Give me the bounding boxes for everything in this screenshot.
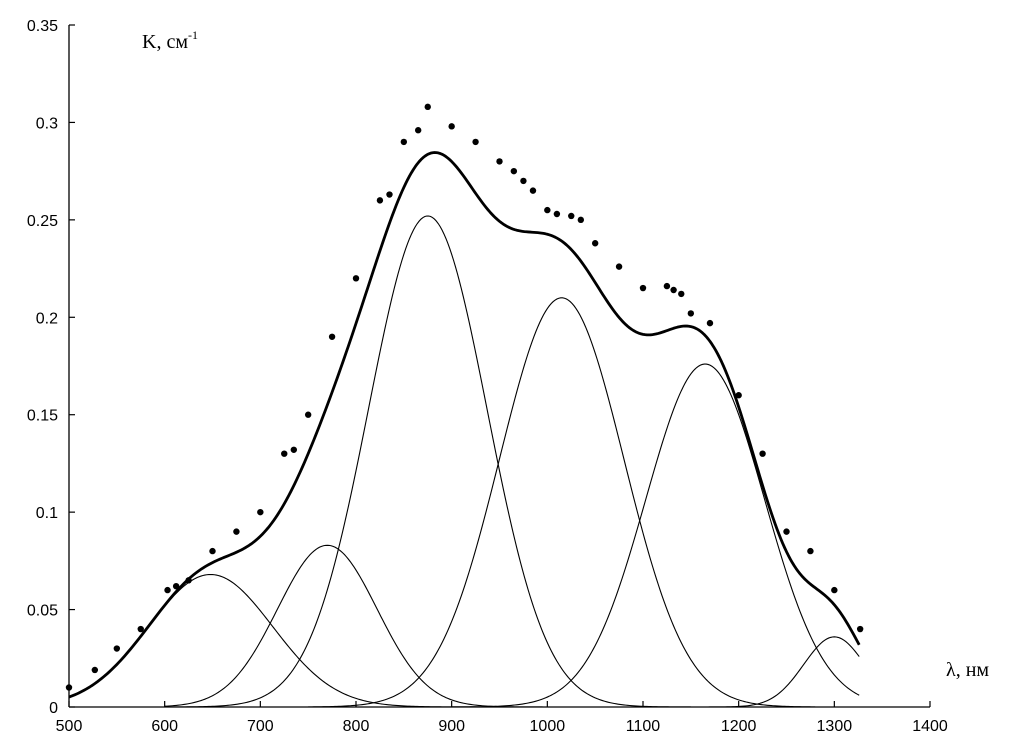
x-tick-label-7: 1200	[721, 718, 757, 735]
data-points	[65, 103, 864, 691]
data-point	[257, 508, 264, 516]
x-tick-label-4: 900	[438, 718, 465, 735]
gaussian-component-3	[164, 215, 691, 708]
fit-curve-group	[68, 151, 861, 699]
data-point	[290, 446, 298, 453]
data-point	[807, 547, 814, 555]
data-point	[591, 240, 599, 247]
data-point	[639, 284, 647, 292]
data-point	[735, 392, 742, 399]
x-tick-label-5: 1000	[530, 718, 566, 735]
data-point	[352, 275, 360, 282]
y-axis-title: K, см-1	[142, 28, 198, 53]
fit-curve	[68, 151, 861, 699]
x-tick-label-1: 600	[151, 718, 178, 735]
data-point	[856, 625, 864, 633]
axes	[68, 25, 930, 708]
x-tick-label-6: 1100	[626, 718, 661, 735]
data-point	[172, 582, 180, 590]
data-point	[376, 197, 384, 204]
data-point	[783, 528, 790, 535]
data-point	[281, 450, 288, 457]
data-point	[472, 138, 479, 146]
y-tick-label-1: 0.05	[27, 603, 58, 620]
x-tick-label-9: 1400	[912, 718, 948, 735]
data-point	[113, 645, 121, 652]
data-point	[233, 528, 240, 535]
data-point	[65, 684, 73, 691]
gaussian-component-6	[690, 636, 860, 708]
y-tick-label-4: 0.2	[36, 310, 58, 327]
data-point	[687, 310, 695, 317]
y-tick-label-2: 0.1	[36, 505, 58, 522]
data-point	[529, 187, 537, 194]
y-tick-label-3: 0.15	[27, 408, 58, 425]
data-point	[544, 206, 551, 214]
gaussian-component-2	[164, 544, 548, 708]
data-point	[185, 577, 192, 584]
data-point	[414, 127, 422, 134]
data-point	[520, 177, 527, 185]
gaussian-component-4	[308, 297, 816, 708]
data-point	[386, 191, 393, 198]
data-point	[448, 123, 455, 130]
ticks	[68, 24, 931, 708]
data-point	[615, 263, 623, 270]
data-point	[670, 286, 677, 294]
data-point	[759, 450, 766, 457]
data-point	[577, 216, 585, 224]
x-tick-label-8: 1300	[817, 718, 853, 735]
gaussian-component-5	[451, 363, 860, 708]
x-tick-label-3: 800	[343, 718, 370, 735]
data-point	[831, 586, 838, 594]
tick-labels: 500 600 700 800 900 1000 1100 1200 1300 1400 0 0.05…	[27, 18, 948, 735]
x-tick-label-0: 500	[56, 718, 83, 735]
data-point	[553, 210, 561, 218]
gaussian-component-1	[68, 573, 548, 708]
y-tick-label-5: 0.25	[27, 213, 58, 230]
y-tick-label-6: 0.3	[36, 115, 58, 132]
data-point	[706, 319, 714, 327]
data-point	[663, 282, 671, 290]
gaussian-components	[68, 215, 860, 708]
y-tick-label-7: 0.35	[27, 18, 58, 35]
data-point	[137, 625, 144, 633]
data-point	[424, 103, 431, 111]
y-tick-label-0: 0	[49, 700, 58, 717]
data-point	[568, 212, 575, 220]
data-point	[91, 666, 99, 674]
data-point	[496, 158, 503, 165]
data-point	[510, 167, 518, 175]
data-point	[209, 547, 216, 555]
data-point	[164, 586, 171, 594]
data-point	[304, 411, 312, 418]
x-tick-label-2: 700	[247, 718, 274, 735]
x-axis-title: λ, нм	[946, 659, 989, 681]
data-point	[328, 333, 336, 340]
data-point	[400, 138, 408, 146]
data-point	[678, 290, 685, 298]
